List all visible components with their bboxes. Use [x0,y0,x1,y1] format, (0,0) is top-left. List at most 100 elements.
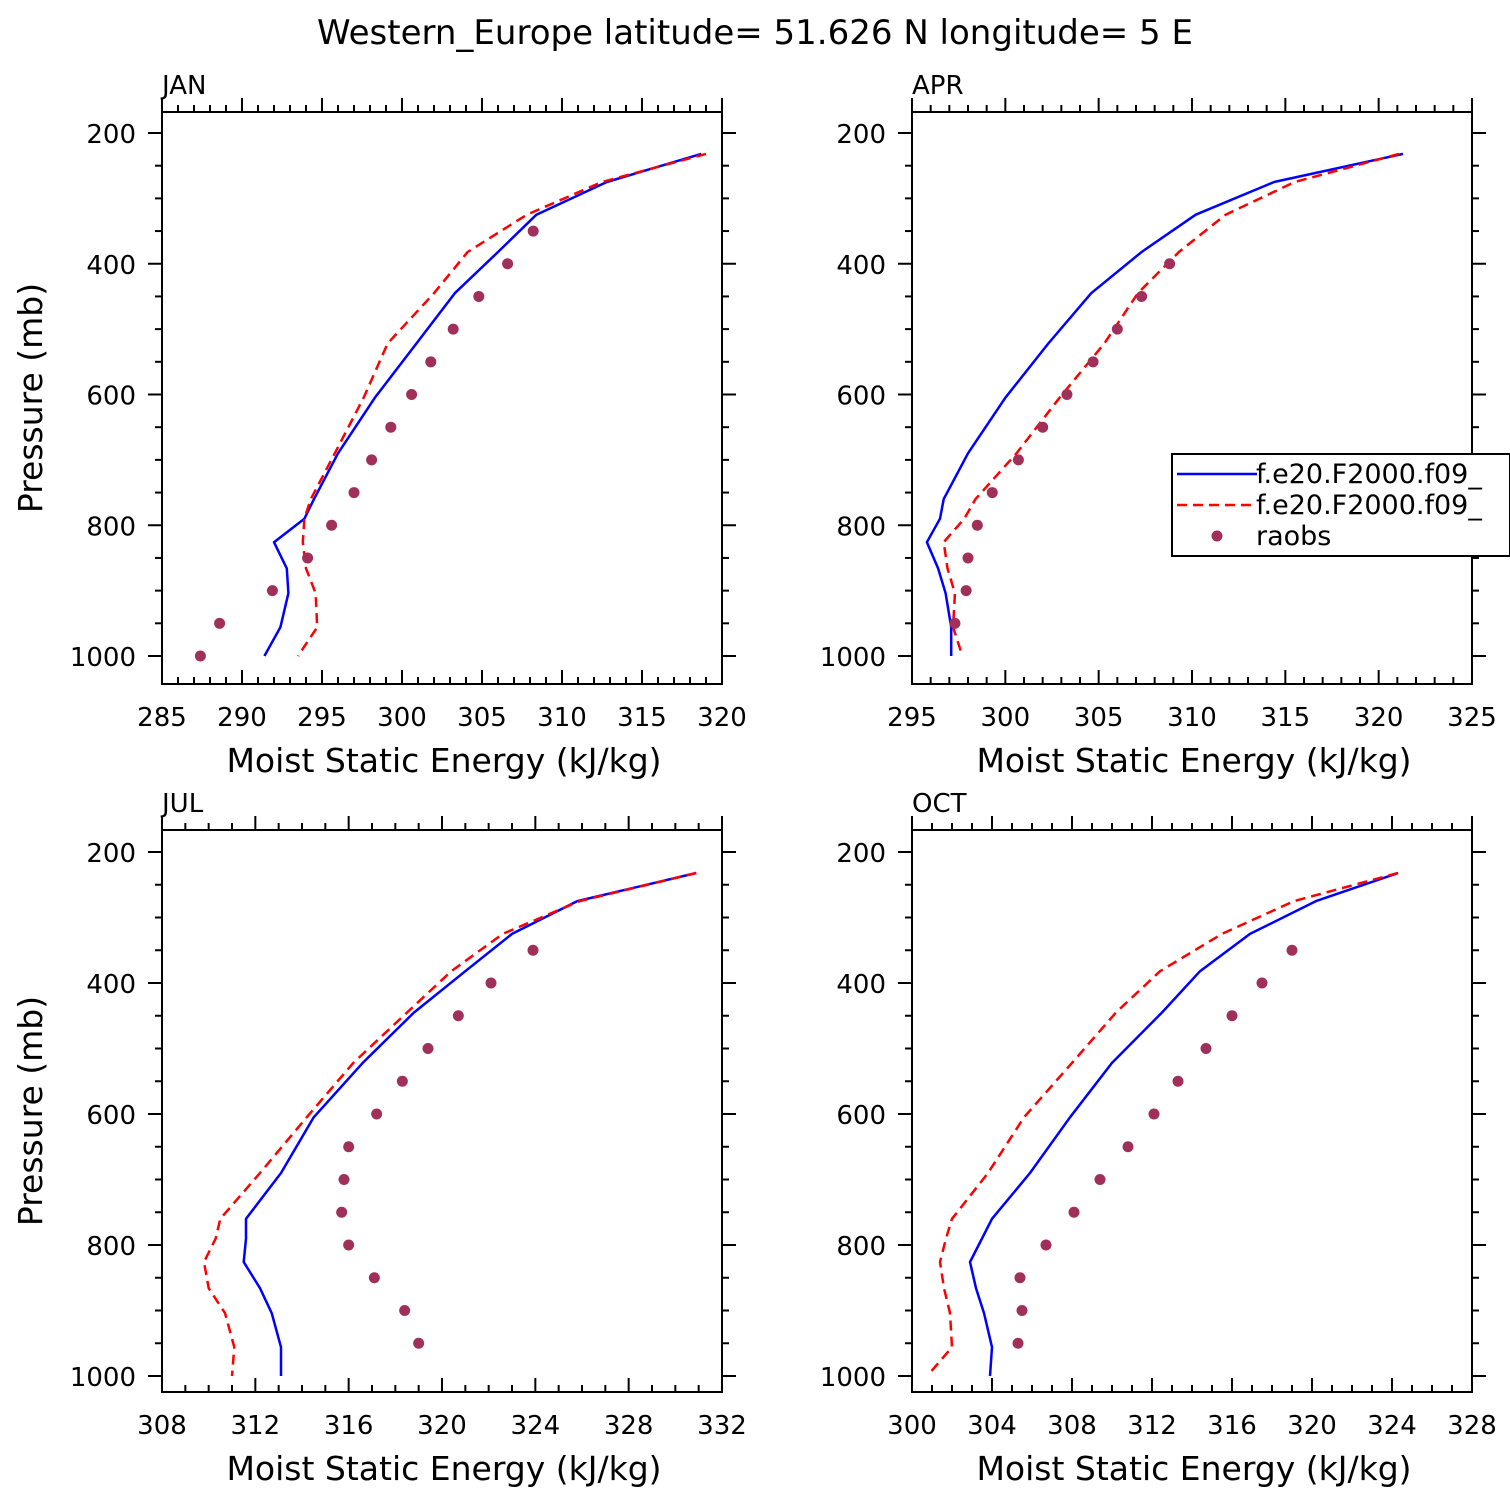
x-tick-label: 310 [1167,703,1217,733]
raobs-point [527,944,539,956]
x-tick-label: 300 [981,703,1031,733]
x-tick-label: 316 [1207,1411,1257,1441]
model2-dashed-line [929,871,1399,1374]
legend: f.e20.F2000.f09_f.e20.F2000.f09_raobs [1171,453,1510,557]
raobs-point [485,977,497,989]
panel-oct: 300 304 308 312 316 320 324 328 200 400 600 800 1000… [820,789,1497,1488]
raobs-point [1087,356,1099,368]
panel-label: JAN [160,71,206,101]
raobs-point [1094,1174,1106,1185]
model2-dashed-line [296,152,707,657]
x-axis-label: Moist Static Energy (kJ/kg) [226,1449,661,1488]
raobs-point [502,258,514,270]
raobs-point [1040,1239,1052,1251]
raobs-point [1148,1108,1160,1120]
x-tick-label: 308 [137,1411,187,1441]
raobs-point [1136,290,1148,302]
raobs-point [194,650,206,662]
raobs-point [1012,1337,1024,1349]
y-tick-label: 400 [86,251,136,281]
x-tick-label: 300 [887,1411,937,1441]
x-tick-label: 320 [1354,703,1404,733]
x-tick-label: 285 [137,703,187,733]
raobs-point [1172,1075,1184,1087]
raobs-point [1200,1043,1212,1054]
model1-solid-line [263,152,702,657]
legend-label: raobs [1256,521,1331,552]
raobs-point [326,519,338,531]
y-tick-label: 200 [86,120,136,150]
x-tick-label: 324 [1367,1411,1417,1441]
raobs-point [971,519,983,531]
raobs-point [1012,454,1024,466]
x-tick-label: 316 [324,1411,374,1441]
y-tick-label: 1000 [70,643,136,673]
panel-label: OCT [912,789,967,819]
raobs-point [452,1010,464,1022]
raobs-point [406,389,418,400]
raobs-point [348,487,360,499]
raobs-point [368,1272,380,1284]
x-tick-label: 328 [1447,1411,1497,1441]
raobs-point [422,1043,434,1054]
chart-title: Western_Europe latitude= 51.626 N longit… [317,13,1193,53]
y-tick-label: 800 [86,512,136,542]
legend-label: f.e20.F2000.f09_ [1256,459,1482,490]
raobs-point [1014,1272,1026,1284]
y-tick-label: 600 [836,382,886,412]
panel-label: APR [912,71,964,101]
raobs-point [214,617,226,629]
y-tick-label: 800 [836,1232,886,1262]
x-tick-label: 315 [1261,703,1311,733]
raobs-point [399,1305,411,1316]
y-axis-label: Pressure (mb) [11,283,50,513]
raobs-point [413,1337,425,1349]
x-axis-label: Moist Static Energy (kJ/kg) [976,1449,1411,1488]
x-tick-label: 290 [217,703,267,733]
raobs-point [986,487,998,499]
x-tick-label: 300 [377,703,427,733]
x-tick-label: 320 [417,1411,467,1441]
raobs-point [1286,944,1298,956]
x-tick-label: 332 [697,1411,747,1441]
x-tick-label: 320 [1287,1411,1337,1441]
x-tick-label: 315 [617,703,667,733]
y-axis-label: Pressure (mb) [11,996,50,1226]
raobs-point [366,454,378,466]
model2-dashed-line [202,871,697,1377]
raobs-point [396,1075,408,1087]
raobs-point [1226,1010,1238,1022]
raobs-point [473,290,485,302]
x-tick-label: 312 [231,1411,281,1441]
raobs-point [343,1141,355,1153]
raobs-point [1256,977,1268,989]
raobs-point [962,552,974,564]
raobs-point [266,585,278,597]
y-tick-label: 1000 [70,1363,136,1393]
x-tick-label: 304 [967,1411,1017,1441]
y-tick-label: 800 [86,1232,136,1262]
model1-solid-line [242,871,697,1376]
x-tick-label: 295 [297,703,347,733]
x-tick-label: 325 [1447,703,1497,733]
raobs-point [527,225,539,237]
raobs-point [385,421,397,433]
plot-frame [161,111,723,685]
y-tick-label: 400 [836,970,886,1000]
panel-label: JUL [160,789,204,819]
raobs-point [336,1206,348,1218]
plot-frame [911,829,1473,1393]
raobs-point [1061,389,1073,400]
x-tick-label: 324 [511,1411,561,1441]
raobs-point [425,356,437,368]
y-tick-label: 600 [86,382,136,412]
x-tick-label: 305 [1074,703,1124,733]
y-tick-label: 1000 [820,643,886,673]
x-tick-label: 310 [537,703,587,733]
raobs-point [1037,421,1049,433]
raobs-point [949,617,961,629]
y-tick-label: 600 [86,1101,136,1131]
model1-solid-line [968,871,1399,1377]
x-tick-label: 295 [887,703,937,733]
